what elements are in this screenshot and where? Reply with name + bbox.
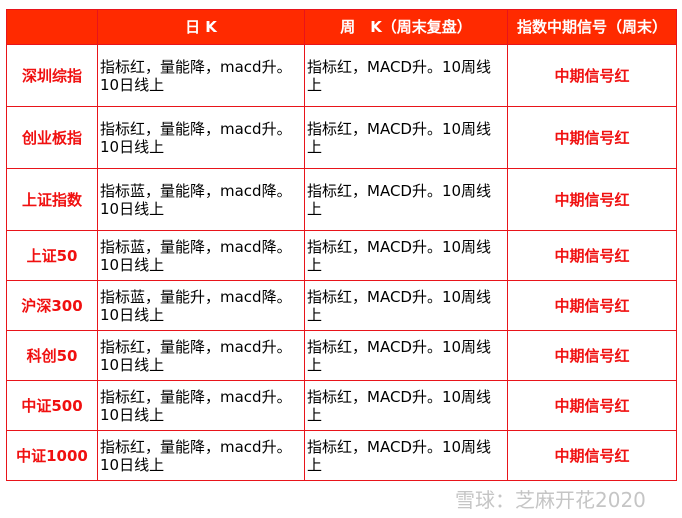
header-weekly: 周 K（周末复盘） (304, 9, 508, 45)
daily-k: 指标红，量能降，macd升。10日线上 (97, 106, 305, 169)
index-name: 中证500 (6, 380, 98, 431)
table-row: 上证指数 指标蓝，量能降，macd降。10日线上 指标红，MACD升。10周线上 中期… (6, 168, 677, 231)
index-name: 上证指数 (6, 168, 98, 231)
index-name: 中证1000 (6, 430, 98, 481)
daily-k: 指标红，量能降，macd升。10日线上 (97, 330, 305, 381)
index-name: 沪深300 (6, 280, 98, 331)
header-index (6, 9, 98, 45)
table-row: 科创50 指标红，量能降，macd升。10日线上 指标红，MACD升。10周线上 中期… (6, 330, 677, 381)
index-name: 上证50 (6, 230, 98, 281)
mid-term-signal: 中期信号红 (507, 380, 677, 431)
table-row: 深圳综指 指标红，量能降，macd升。10日线上 指标红，MACD升。10周线上 中期… (6, 44, 677, 107)
weekly-k: 指标红，MACD升。10周线上 (304, 430, 508, 481)
table-row: 中证1000 指标红，量能降，macd升。10日线上 指标红，MACD升。10周线上… (6, 430, 677, 481)
weekly-k: 指标红，MACD升。10周线上 (304, 380, 508, 431)
table-row: 中证500 指标红，量能降，macd升。10日线上 指标红，MACD升。10周线上中… (6, 380, 677, 431)
daily-k: 指标红，量能降，macd升。10日线上 (97, 44, 305, 107)
mid-term-signal: 中期信号红 (507, 106, 677, 169)
weekly-k: 指标红，MACD升。10周线上 (304, 106, 508, 169)
header-signal: 指数中期信号（周末） (507, 9, 677, 45)
index-name: 深圳综指 (6, 44, 98, 107)
mid-term-signal: 中期信号红 (507, 168, 677, 231)
weekly-k: 指标红，MACD升。10周线上 (304, 330, 508, 381)
weekly-k: 指标红，MACD升。10周线上 (304, 280, 508, 331)
table-row: 沪深300 指标蓝，量能升，macd降。10日线上 指标红，MACD升。10周线上中… (6, 280, 677, 331)
daily-k: 指标蓝，量能升，macd降。10日线上 (97, 280, 305, 331)
mid-term-signal: 中期信号红 (507, 280, 677, 331)
index-name: 创业板指 (6, 106, 98, 169)
index-signal-table: 日 K 周 K（周末复盘） 指数中期信号（周末） 深圳综指 指标红，量能降，mac… (6, 9, 677, 481)
weekly-k: 指标红，MACD升。10周线上 (304, 168, 508, 231)
daily-k: 指标红，量能降，macd升。10日线上 (97, 430, 305, 481)
daily-k: 指标蓝，量能降，macd降。10日线上 (97, 230, 305, 281)
index-name: 科创50 (6, 330, 98, 381)
weekly-k: 指标红，MACD升。10周线上 (304, 44, 508, 107)
daily-k: 指标红，量能降，macd升。10日线上 (97, 380, 305, 431)
mid-term-signal: 中期信号红 (507, 430, 677, 481)
table-row: 上证50 指标蓝，量能降，macd降。10日线上 指标红，MACD升。10周线上 中期… (6, 230, 677, 281)
weekly-k: 指标红，MACD升。10周线上 (304, 230, 508, 281)
daily-k: 指标蓝，量能降，macd降。10日线上 (97, 168, 305, 231)
header-row: 日 K 周 K（周末复盘） 指数中期信号（周末） (6, 9, 677, 45)
mid-term-signal: 中期信号红 (507, 230, 677, 281)
table-row: 创业板指 指标红，量能降，macd升。10日线上 指标红，MACD升。10周线上 中期… (6, 106, 677, 169)
watermark: 雪球：芝麻开花2020 (455, 488, 646, 512)
header-daily: 日 K (97, 9, 305, 45)
mid-term-signal: 中期信号红 (507, 330, 677, 381)
mid-term-signal: 中期信号红 (507, 44, 677, 107)
